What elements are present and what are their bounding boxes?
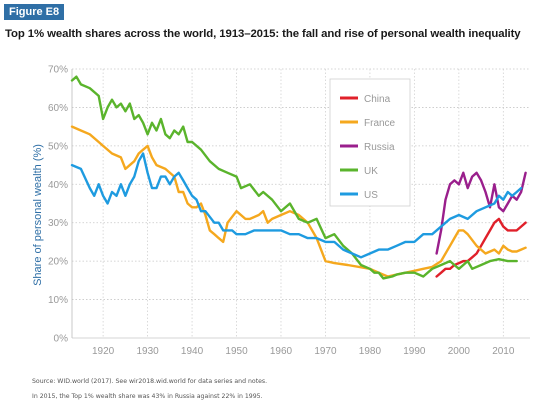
legend-label-russia: Russia (364, 142, 395, 153)
figure-title: Top 1% wealth shares across the world, 1… (5, 28, 521, 40)
figure-badge: Figure E8 (4, 4, 65, 20)
legend: China France Russia UK US (329, 78, 411, 207)
series-line-us (70, 152, 523, 259)
source-note: Source: WID.world (2017). See wir2018.wi… (32, 378, 268, 385)
x-tick-label: 1920 (92, 346, 115, 357)
legend-box (329, 78, 411, 207)
legend-label-uk: UK (364, 166, 378, 177)
x-tick-label: 1980 (359, 346, 382, 357)
y-tick-label: 20% (48, 257, 68, 268)
line-chart: 0% 10% 20% 30% 40% 50% 60% 70% 1920 1930 1940 1950 1… (32, 65, 530, 358)
series-line-france (70, 125, 527, 278)
legend-label-france: France (364, 118, 396, 129)
y-axis-label: Share of personal wealth (%) (32, 144, 44, 286)
x-tick-label: 2010 (492, 346, 515, 357)
series-line-china (435, 217, 527, 278)
y-tick-label: 10% (48, 295, 68, 306)
x-tick-label: 1930 (136, 346, 159, 357)
x-tick-label: 2000 (448, 346, 471, 357)
footnote: In 2015, the Top 1% wealth share was 43%… (32, 393, 263, 400)
y-tick-label: 0% (54, 334, 69, 345)
grid-lines (72, 68, 530, 339)
x-tick-label: 1950 (225, 346, 248, 357)
x-tick-label: 1970 (314, 346, 337, 357)
series-line-russia (435, 171, 527, 255)
x-tick-label: 1990 (403, 346, 426, 357)
y-tick-label: 70% (48, 65, 68, 76)
x-tick-label: 1940 (181, 346, 204, 357)
series-line-uk (70, 75, 518, 280)
x-tick-label: 1960 (270, 346, 293, 357)
y-tick-label: 60% (48, 103, 68, 114)
y-tick-label: 30% (48, 218, 68, 229)
y-tick-label: 40% (48, 180, 68, 191)
series-lines (70, 75, 527, 280)
axes: 0% 10% 20% 30% 40% 50% 60% 70% 1920 1930 1940 1950 1… (48, 65, 515, 358)
y-tick-label: 50% (48, 141, 68, 152)
chart-container: 0% 10% 20% 30% 40% 50% 60% 70% 1920 1930 1940 1950 1… (0, 55, 560, 370)
legend-label-us: US (364, 190, 378, 201)
legend-label-china: China (364, 94, 391, 105)
